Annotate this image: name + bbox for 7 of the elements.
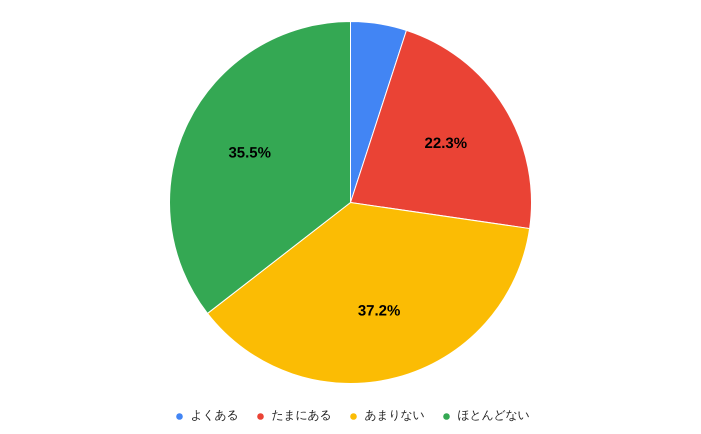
data-label: 37.2% — [358, 302, 400, 320]
data-label: 22.3% — [424, 134, 468, 152]
data-label: 35.5% — [228, 144, 272, 162]
legend-label: あまりない — [364, 407, 424, 424]
legend-label: ほとんどない — [458, 407, 530, 424]
legend-label: たまにある — [272, 407, 332, 424]
legend-label: よくある — [190, 407, 238, 424]
